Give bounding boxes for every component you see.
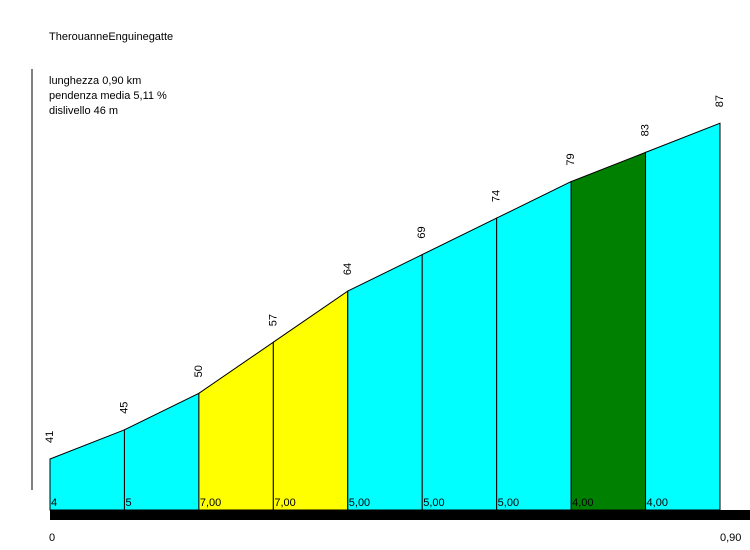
- elevation-label: 87: [714, 95, 726, 107]
- segment-gradient-label: 5,00: [423, 497, 444, 509]
- elevation-label: 45: [118, 402, 130, 414]
- chart-title: TherouanneEnguinegatte: [49, 31, 174, 43]
- elevation-label: 74: [491, 190, 503, 202]
- segment-gradient-label: 5,00: [349, 497, 370, 509]
- segment-gradient-label: 4,00: [572, 497, 593, 509]
- elevation-label: 83: [640, 124, 652, 136]
- avg-gradient-stat: pendenza media 5,11 %: [49, 90, 167, 102]
- x-axis-bar: [50, 510, 750, 520]
- segment-gradient-label: 5: [125, 497, 131, 509]
- profile-segment: [198, 341, 274, 511]
- elevation-label: 41: [44, 431, 56, 443]
- elevation-label: 50: [193, 365, 205, 377]
- segment-gradient-label: 4,00: [647, 497, 668, 509]
- profile-segment: [570, 151, 647, 511]
- x-end-label: 0,90: [720, 532, 741, 544]
- x-start-label: 0: [49, 532, 55, 544]
- segment-gradient-label: 7,00: [200, 497, 221, 509]
- segment-gradient-label: 5,00: [498, 497, 519, 509]
- elevation-label: 79: [565, 153, 577, 165]
- elevation-label: 64: [342, 263, 354, 275]
- profile-stats: lunghezza 0,90 km pendenza media 5,11 % …: [49, 74, 167, 119]
- profile-segment: [645, 122, 721, 511]
- elevation-label: 57: [267, 314, 279, 326]
- length-stat: lunghezza 0,90 km: [49, 75, 142, 87]
- elevation-gain-stat: dislivello 46 m: [49, 105, 119, 117]
- profile-segment: [347, 253, 423, 511]
- profile-segment: [421, 217, 498, 511]
- profile-segment: [49, 429, 125, 511]
- profile-segment: [123, 392, 200, 511]
- segment-gradient-label: 4: [51, 497, 57, 509]
- elevation-label: 69: [416, 226, 428, 238]
- segment-gradient-label: 7,00: [274, 497, 295, 509]
- profile-segment: [272, 290, 349, 511]
- profile-segment: [496, 180, 572, 511]
